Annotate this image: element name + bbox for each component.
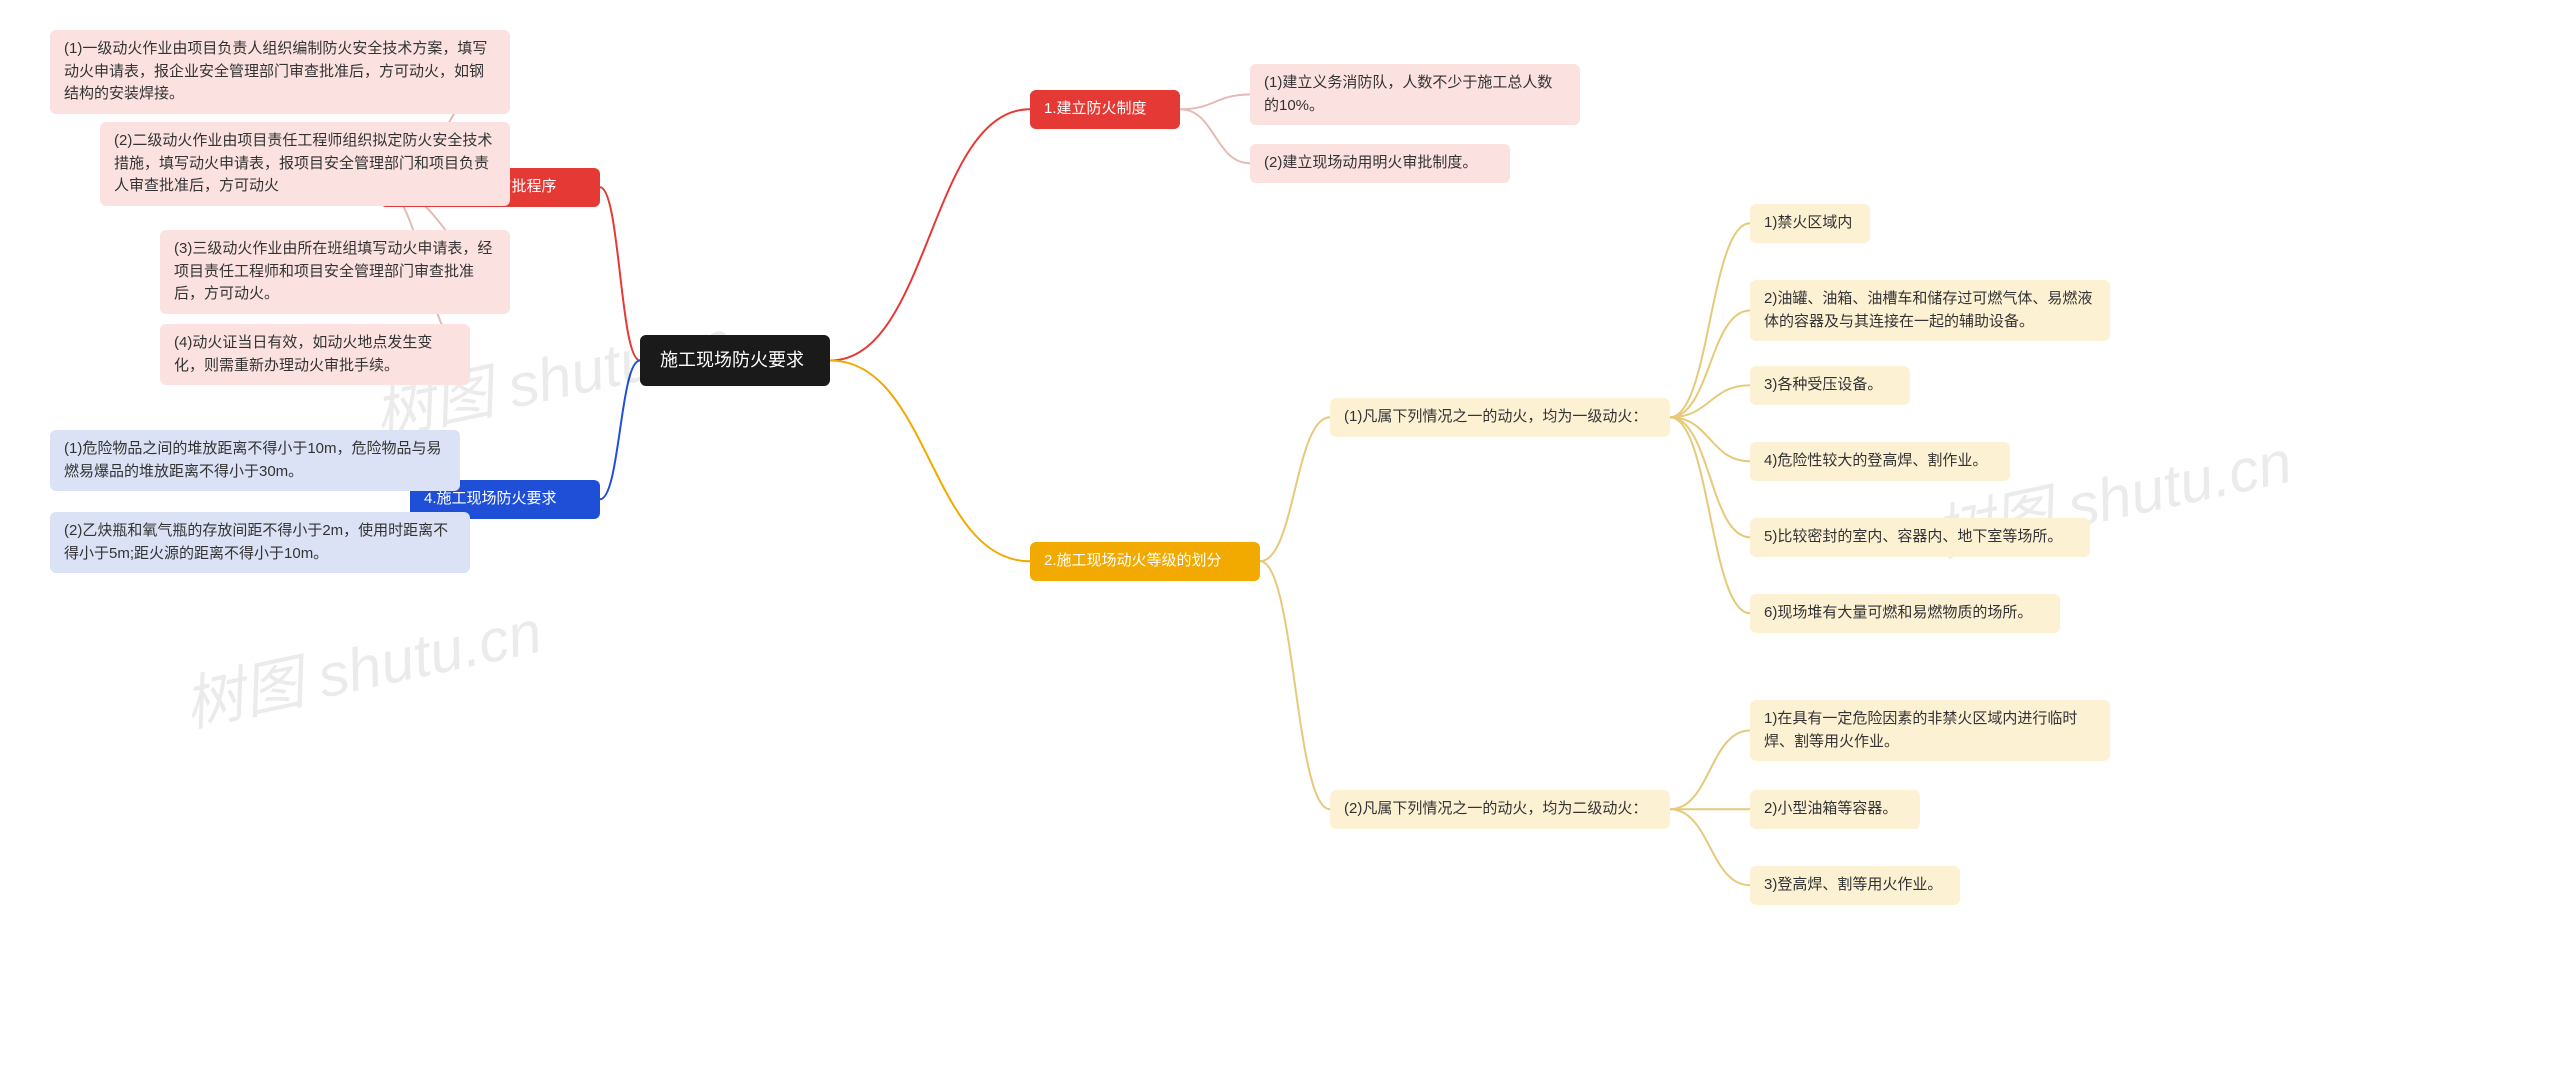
mindmap-node-b4c2: (2)乙炔瓶和氧气瓶的存放间距不得小于2m，使用时距离不得小于5m;距火源的距离… <box>50 512 470 573</box>
mindmap-node-b2c1c: 3)各种受压设备。 <box>1750 366 1910 405</box>
mindmap-node-b2c2: (2)凡属下列情况之一的动火，均为二级动火： <box>1330 790 1670 829</box>
mindmap-node-b3c4: (4)动火证当日有效，如动火地点发生变化，则需重新办理动火审批手续。 <box>160 324 470 385</box>
mindmap-node-b3c3: (3)三级动火作业由所在班组填写动火申请表，经项目责任工程师和项目安全管理部门审… <box>160 230 510 314</box>
mindmap-node-b3c2: (2)二级动火作业由项目责任工程师组织拟定防火安全技术措施，填写动火申请表，报项… <box>100 122 510 206</box>
mindmap-node-b2c1: (1)凡属下列情况之一的动火，均为一级动火： <box>1330 398 1670 437</box>
mindmap-node-b2c2b: 2)小型油箱等容器。 <box>1750 790 1920 829</box>
mindmap-node-b2c2a: 1)在具有一定危险因素的非禁火区域内进行临时焊、割等用火作业。 <box>1750 700 2110 761</box>
mindmap-node-b1c1: (1)建立义务消防队，人数不少于施工总人数的10%。 <box>1250 64 1580 125</box>
mindmap-node-b2c1a: 1)禁火区域内 <box>1750 204 1870 243</box>
mindmap-node-b2: 2.施工现场动火等级的划分 <box>1030 542 1260 581</box>
mindmap-node-b2c2c: 3)登高焊、割等用火作业。 <box>1750 866 1960 905</box>
mindmap-node-b3c1: (1)一级动火作业由项目负责人组织编制防火安全技术方案，填写动火申请表，报企业安… <box>50 30 510 114</box>
watermark: 树图 shutu.cn <box>175 583 549 744</box>
mindmap-node-b1: 1.建立防火制度 <box>1030 90 1180 129</box>
mindmap-node-b2c1f: 6)现场堆有大量可燃和易燃物质的场所。 <box>1750 594 2060 633</box>
mindmap-node-b1c2: (2)建立现场动用明火审批制度。 <box>1250 144 1510 183</box>
mindmap-node-b2c1e: 5)比较密封的室内、容器内、地下室等场所。 <box>1750 518 2090 557</box>
mindmap-node-b2c1b: 2)油罐、油箱、油槽车和储存过可燃气体、易燃液体的容器及与其连接在一起的辅助设备… <box>1750 280 2110 341</box>
mindmap-node-root: 施工现场防火要求 <box>640 335 830 386</box>
mindmap-node-b2c1d: 4)危险性较大的登高焊、割作业。 <box>1750 442 2010 481</box>
mindmap-node-b4c1: (1)危险物品之间的堆放距离不得小于10m，危险物品与易燃易爆品的堆放距离不得小… <box>50 430 460 491</box>
